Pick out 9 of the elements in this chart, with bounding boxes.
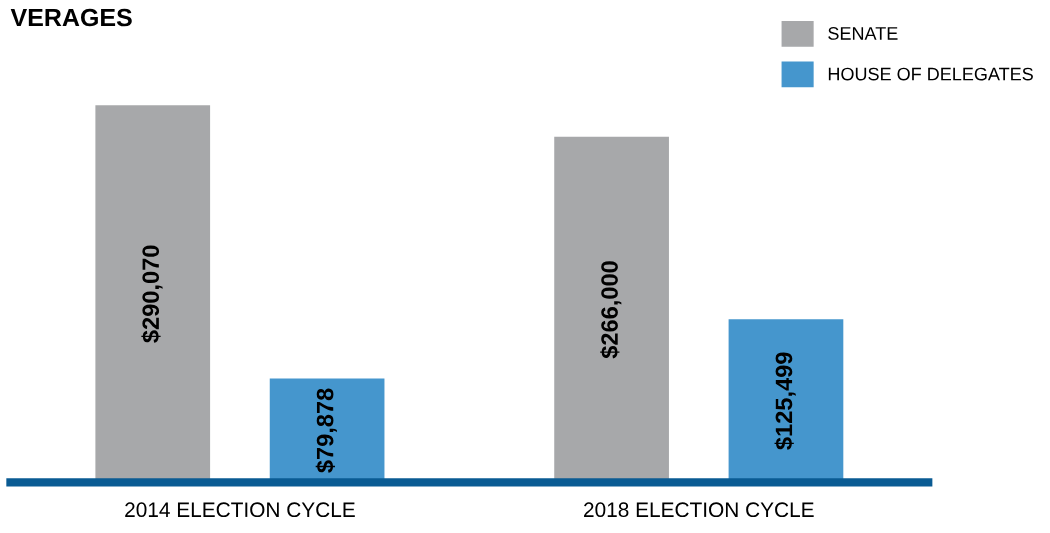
- data-label: $125,499: [774, 352, 796, 450]
- x-tick-label: 2018 ELECTION CYCLE: [584, 502, 814, 518]
- data-label: $266,000: [600, 261, 622, 359]
- x-tick-label: 2014 ELECTION CYCLE: [125, 502, 355, 518]
- data-label: $290,070: [141, 245, 163, 343]
- data-label: $79,878: [315, 388, 337, 473]
- legend-label: HOUSE OF DELEGATES: [828, 67, 1033, 81]
- legend-label: SENATE: [828, 27, 898, 40]
- chart-title: VERAGES: [10, 8, 132, 27]
